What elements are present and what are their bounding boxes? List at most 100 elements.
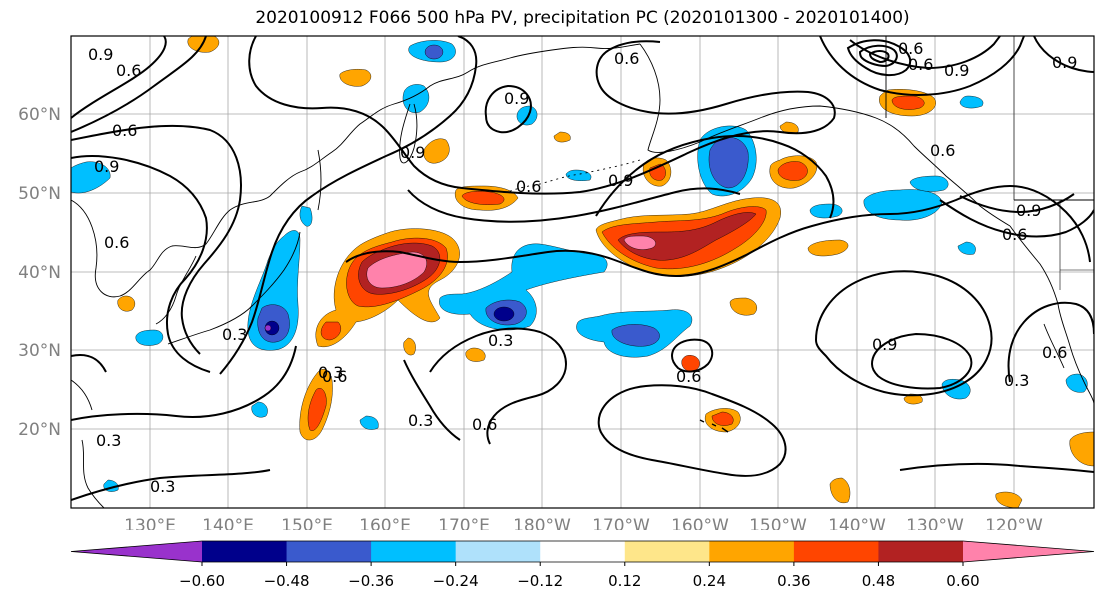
positive-anomaly-hokkaido-tail xyxy=(320,321,341,341)
contour-label: 0.6 xyxy=(516,177,541,196)
contour-label: 0.3 xyxy=(488,331,513,350)
colorbar-swatch xyxy=(202,541,288,562)
contour-label: 0.3 xyxy=(1004,371,1029,390)
lat-label: 20°N xyxy=(18,420,61,440)
lat-label: 60°N xyxy=(18,105,61,125)
positive-anomaly-35n-150w xyxy=(729,297,757,316)
lat-label: 50°N xyxy=(18,184,61,204)
contour-label: 0.9 xyxy=(400,143,425,162)
pv-contour-0.9-west xyxy=(71,155,211,373)
pv-contour-0.3-loop-east xyxy=(814,270,993,397)
colorbar-swatch xyxy=(709,541,795,562)
positive-anomaly-south-150w xyxy=(829,477,851,504)
lon-label: 170°E xyxy=(438,516,490,530)
negative-anomaly-ak-coast xyxy=(959,95,984,109)
pv-contour-0.3-east-loop xyxy=(1007,301,1094,383)
colorbar-swatch xyxy=(540,541,626,562)
colorbar-swatch xyxy=(371,541,457,562)
positive-anomaly-north-pacific-core xyxy=(617,212,757,261)
contour-label: 0.6 xyxy=(676,367,701,386)
contour-label: 0.3 xyxy=(150,477,175,496)
positive-anomaly-bering-2 xyxy=(779,121,799,134)
negative-anomaly-bering xyxy=(516,105,538,126)
coast-asia xyxy=(71,43,641,298)
negative-anomaly-20n-145e xyxy=(251,401,268,418)
lon-label: 150°W xyxy=(749,516,807,530)
colorbar-swatch xyxy=(624,541,710,562)
negative-anomaly-40n-120w xyxy=(957,241,976,255)
contour-label: 0.9 xyxy=(88,45,113,64)
lon-label: 150°E xyxy=(281,516,333,530)
positive-anomaly-siberia xyxy=(339,69,372,87)
contour-label: 0.6 xyxy=(898,39,923,58)
coast-aleutians xyxy=(507,159,641,193)
contour-label: 0.9 xyxy=(504,89,529,108)
colorbar-ticks: −0.60 −0.48 −0.36 −0.24 −0.12 0.12 0.24 0.36 0.4… xyxy=(179,562,980,590)
negative-anomaly-central-pacific-peak xyxy=(493,306,515,322)
contour-label: 0.6 xyxy=(322,367,347,386)
positive-anomaly-yukon-inner xyxy=(891,95,925,110)
negative-anomaly-central-pacific xyxy=(439,243,608,331)
colorbar-tick-label: 0.24 xyxy=(693,572,726,590)
positive-anomaly-south-120w xyxy=(995,491,1023,508)
contour-labels: 0.9 0.6 0.6 0.9 0.6 0.3 0.6 0.3 0.3 0.6 … xyxy=(88,39,1077,496)
lon-label: 160°W xyxy=(671,516,729,530)
colorbar-swatch xyxy=(286,541,372,562)
colorbar-swatches xyxy=(70,540,1095,563)
lon-label: 120°W xyxy=(985,516,1043,530)
contour-label: 0.6 xyxy=(112,121,137,140)
pv-contour-0.3-sw xyxy=(71,469,271,501)
state-borders xyxy=(1013,36,1094,290)
contour-label: 0.9 xyxy=(1016,201,1041,220)
negative-anomaly-japan-north xyxy=(299,205,313,227)
colorbar-swatch xyxy=(455,541,541,562)
positive-anomaly-south-170w-inner xyxy=(711,411,734,426)
pv-contour-0.9-ak xyxy=(846,39,912,76)
lon-label: 160°E xyxy=(359,516,411,530)
contour-label: 0.3 xyxy=(318,363,343,382)
pv-contour-0.6-ne xyxy=(819,36,1025,96)
positive-anomaly-30n-170e xyxy=(465,347,486,362)
pv-contour-0.3-se xyxy=(899,462,1094,473)
positive-anomaly-se-corner xyxy=(1069,431,1094,467)
contour-label: 0.3 xyxy=(408,411,433,430)
coast-baja xyxy=(1043,323,1065,369)
lat-label: 40°N xyxy=(18,263,61,283)
pv-contour-0.3-mid xyxy=(345,184,1091,278)
contour-label: 0.9 xyxy=(608,171,633,190)
contour-label: 0.9 xyxy=(872,335,897,354)
coast-north-america xyxy=(1009,225,1094,405)
pv-contour-0.6-ne-loop xyxy=(1033,36,1094,73)
colorbar-tick-label: 0.36 xyxy=(777,572,810,590)
coast-kamchatka xyxy=(399,103,418,164)
colorbar-tick-label: −0.36 xyxy=(348,572,394,590)
contour-label: 0.6 xyxy=(908,55,933,74)
coast-japan xyxy=(167,231,301,345)
negative-anomaly-west-edge xyxy=(71,161,111,194)
contour-label: 0.6 xyxy=(104,233,129,252)
pv-contour-0.6-lower xyxy=(407,187,741,223)
pv-contour-0.3-south xyxy=(403,359,461,441)
colorbar-swatch xyxy=(793,541,879,562)
colorbar-extend-max xyxy=(963,541,1094,562)
contour-label: 0.9 xyxy=(944,61,969,80)
coast-korea xyxy=(155,255,197,325)
positive-anomaly-south-140w xyxy=(903,393,923,405)
contour-label: 0.6 xyxy=(116,61,141,80)
lon-label: 140°W xyxy=(828,516,886,530)
coastlines xyxy=(71,36,1094,508)
pv-contour-0.3-west xyxy=(71,345,297,421)
positive-anomaly-30n-155e xyxy=(403,337,416,356)
positive-anomaly-aleutian-west-inner xyxy=(461,191,505,205)
colorbar-swatch xyxy=(878,541,964,562)
positive-anomaly-58n-175w xyxy=(553,131,571,143)
positive-anomaly-south-150e-inner xyxy=(307,388,327,431)
negative-anomaly-japan-south xyxy=(135,329,164,346)
lon-label: 170°W xyxy=(592,516,650,530)
colorbar-tick-label: 0.12 xyxy=(608,572,641,590)
contour-label: 0.6 xyxy=(614,49,639,68)
pv-contour-0.6-west xyxy=(71,124,242,355)
coast-philippines xyxy=(81,439,105,508)
negative-anomaly-ne-small xyxy=(809,203,843,219)
pv-contour-0.6-inner-30n xyxy=(670,338,714,373)
